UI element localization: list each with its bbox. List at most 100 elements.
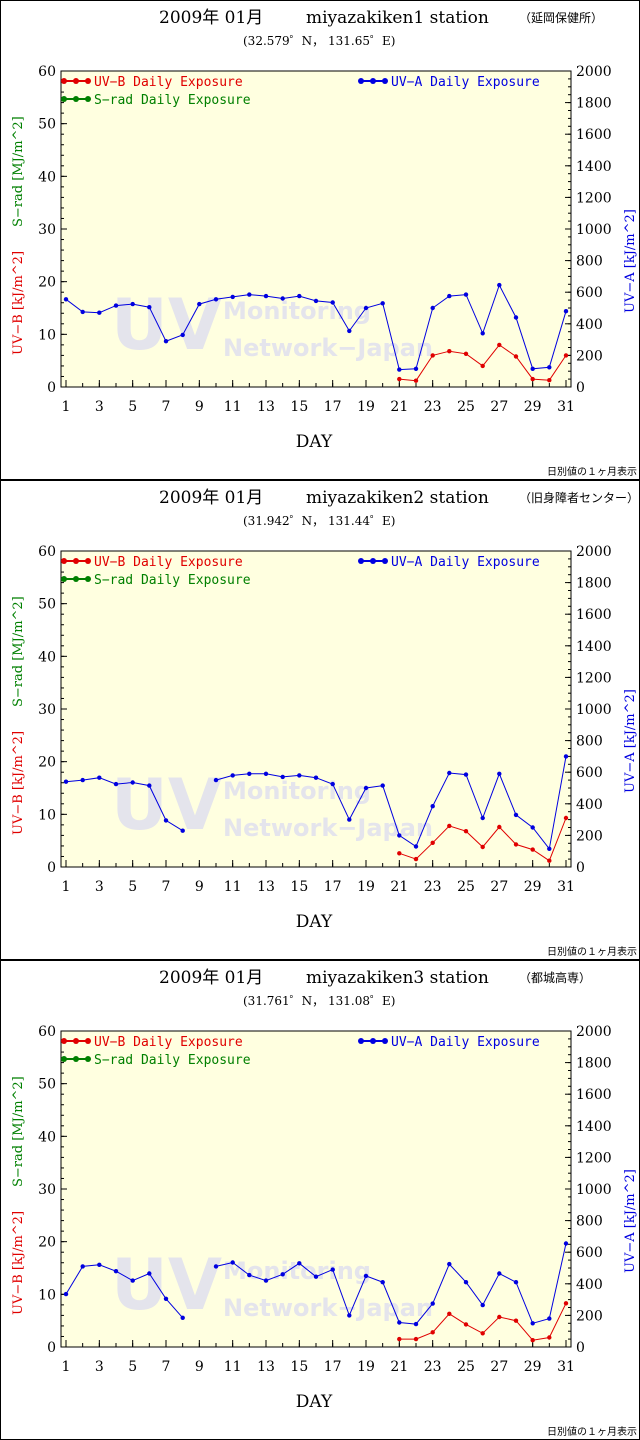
- series-uva-point: [63, 779, 69, 784]
- series-uva-point: [463, 772, 469, 777]
- series-uva-point: [497, 771, 502, 776]
- series-uvb-point: [547, 858, 552, 863]
- series-uva-point: [363, 305, 369, 311]
- series-uva-point: [147, 1271, 152, 1276]
- series-uva-point: [563, 309, 569, 314]
- right-tick-label: 1400: [576, 159, 612, 175]
- x-tick-label: 19: [357, 399, 375, 415]
- series-uva-point: [463, 1280, 469, 1285]
- series-uva-line: [215, 1243, 567, 1325]
- right-tick-label: 2000: [576, 544, 612, 560]
- series-uvb-point: [430, 353, 435, 358]
- x-tick-label: 23: [424, 1359, 442, 1375]
- series-uva-point: [530, 1321, 535, 1326]
- series-uva-point: [97, 1262, 102, 1267]
- series-uvb-point: [547, 378, 552, 383]
- right-tick-label: 200: [576, 348, 603, 364]
- legend-uva-marker: [382, 1038, 388, 1044]
- watermark-monitoring: Monitoring: [223, 297, 371, 325]
- left-tick-label: 10: [38, 1287, 56, 1303]
- left-tick-label: 0: [47, 380, 56, 396]
- series-uvb-point: [530, 1338, 535, 1343]
- watermark-network-japan: Network−Japan: [223, 334, 433, 362]
- series-uva-point: [547, 846, 552, 851]
- series-uva-point: [480, 815, 485, 821]
- series-uva-point: [530, 366, 535, 371]
- y-axis-label-uvb: UV−B [kJ/m^2]: [11, 731, 26, 835]
- series-uva-point: [547, 1316, 552, 1321]
- series-uvb-point: [397, 376, 402, 382]
- x-tick-label: 13: [257, 399, 275, 415]
- series-uvb-point: [497, 342, 502, 348]
- series-uva-point: [247, 771, 252, 776]
- plot-area: [61, 551, 571, 867]
- series-uva-point: [313, 298, 319, 304]
- x-tick-label: 23: [424, 879, 442, 895]
- left-tick-label: 40: [38, 649, 56, 665]
- x-tick-label: 17: [324, 1359, 342, 1375]
- series-uva-point: [447, 770, 452, 776]
- left-tick-label: 40: [38, 169, 56, 185]
- series-uva-line: [65, 1264, 184, 1319]
- right-tick-label: 1800: [576, 576, 612, 592]
- x-tick-label: 19: [357, 1359, 375, 1375]
- x-tick-label: 27: [490, 399, 508, 415]
- right-tick-label: 200: [576, 828, 603, 844]
- right-tick-label: 1800: [576, 96, 612, 112]
- series-uvb-point: [563, 1301, 569, 1306]
- series-uvb-point: [513, 1318, 519, 1323]
- right-tick-label: 1000: [576, 222, 612, 238]
- station-coordinates: (32.579゜N， 131.65゜E): [243, 34, 395, 48]
- series-uva-point: [97, 310, 102, 315]
- x-tick-label: 31: [557, 879, 575, 895]
- legend-uvb-label: UV−B Daily Exposure: [94, 555, 243, 570]
- series-uvb-point: [563, 815, 569, 821]
- x-tick-label: 25: [457, 1359, 475, 1375]
- series-uva-point: [447, 1261, 452, 1267]
- series-uva-point: [130, 780, 135, 785]
- right-tick-label: 1200: [576, 670, 612, 686]
- x-tick-label: 1: [62, 399, 71, 415]
- series-uva-point: [247, 292, 252, 297]
- series-uva-point: [213, 1264, 219, 1269]
- left-tick-label: 10: [38, 807, 56, 823]
- x-axis-label: DAY: [296, 912, 333, 932]
- footnote: 日別値の１ヶ月表示: [547, 945, 637, 958]
- x-axis-label: DAY: [296, 432, 333, 452]
- series-uva-point: [163, 339, 169, 344]
- legend-srad-marker: [61, 576, 67, 582]
- series-uva-point: [263, 1278, 269, 1283]
- x-tick-label: 15: [290, 399, 308, 415]
- series-uvb-point: [513, 354, 519, 359]
- series-uva-point: [180, 1315, 185, 1320]
- title-year-month: 2009年 01月: [159, 8, 263, 28]
- series-uva-point: [430, 1301, 435, 1306]
- title-station: miyazakiken3 station: [306, 968, 489, 988]
- x-tick-label: 7: [162, 879, 171, 895]
- x-tick-label: 31: [557, 399, 575, 415]
- series-uvb-point: [497, 1314, 502, 1320]
- legend-uvb-marker: [85, 78, 91, 84]
- legend-uva-marker: [370, 78, 376, 84]
- series-uva-point: [480, 1302, 485, 1308]
- legend-uva-marker: [358, 558, 364, 564]
- legend-uvb-marker: [61, 78, 67, 84]
- series-uva-point: [297, 773, 302, 778]
- right-tick-label: 800: [576, 734, 603, 750]
- legend-srad-marker: [85, 1056, 91, 1062]
- legend-srad-label: S−rad Daily Exposure: [94, 573, 251, 588]
- series-uva-point: [563, 1241, 569, 1246]
- series-uva-point: [313, 775, 319, 780]
- legend-uvb-label: UV−B Daily Exposure: [94, 1035, 243, 1050]
- series-uva-point: [313, 1274, 319, 1279]
- series-uva-point: [330, 300, 335, 305]
- left-tick-label: 20: [38, 755, 56, 771]
- series-uvb-point: [480, 844, 485, 850]
- series-uva-point: [280, 1272, 285, 1277]
- series-uva-point: [347, 328, 352, 334]
- legend-uvb-label: UV−B Daily Exposure: [94, 75, 243, 90]
- legend-uvb-marker: [73, 1038, 79, 1044]
- series-uva-point: [230, 294, 235, 300]
- left-tick-label: 20: [38, 1235, 56, 1251]
- right-tick-label: 2000: [576, 64, 612, 80]
